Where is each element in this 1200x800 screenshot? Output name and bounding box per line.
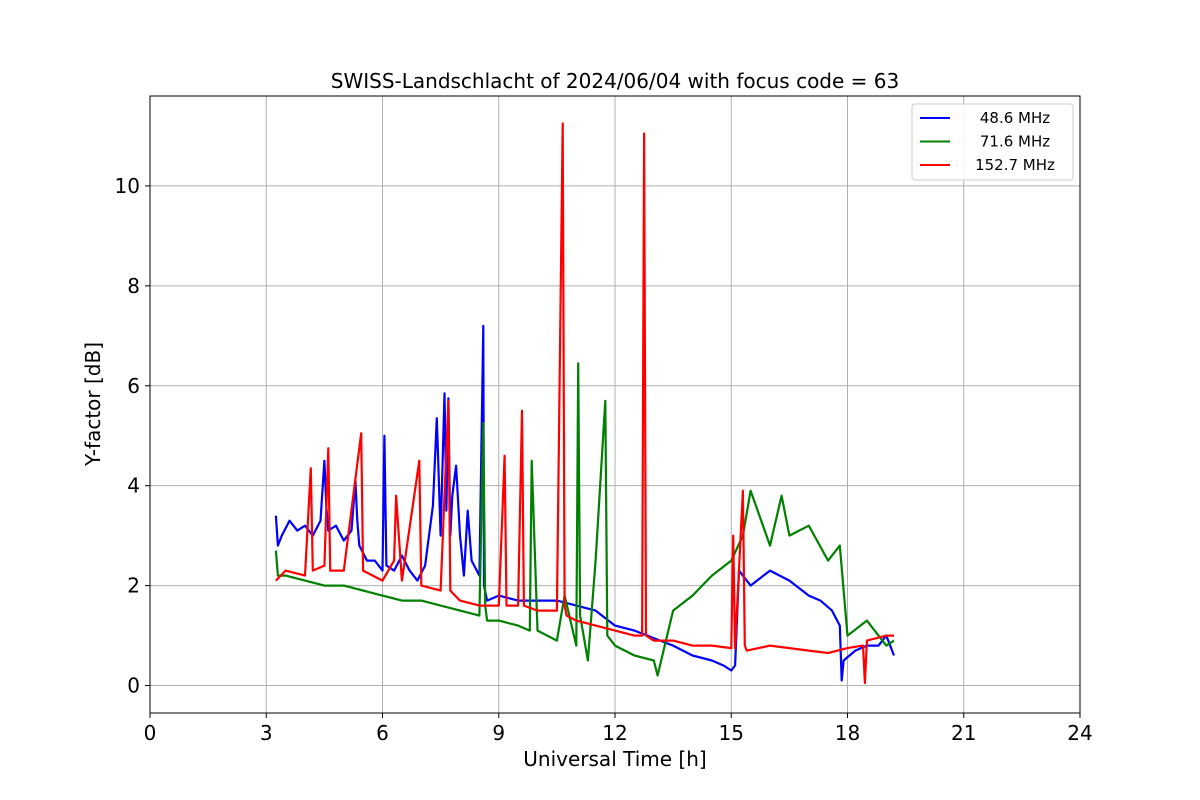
y-tick-label: 2 [127, 574, 140, 598]
chart-title: SWISS-Landschlacht of 2024/06/04 with fo… [331, 69, 899, 93]
legend-label: 48.6 MHz [980, 109, 1050, 127]
series-group [274, 122, 896, 685]
series-line-1 [274, 324, 896, 682]
y-axis-label: Y-factor [dB] [81, 342, 105, 467]
y-tick-label: 6 [127, 374, 140, 398]
legend-label: 71.6 MHz [980, 133, 1050, 151]
series-line-3 [275, 122, 894, 685]
legend: 48.6 MHz 71.6 MHz 152.7 MHz [911, 103, 1074, 181]
x-tick-label: 6 [376, 721, 389, 745]
x-tick-label: 21 [951, 721, 976, 745]
x-tick-label: 12 [602, 721, 627, 745]
legend-box [911, 103, 1074, 181]
legend-label: 152.7 MHz [975, 156, 1055, 174]
y-tick-label: 0 [127, 674, 140, 698]
x-axis-label: Universal Time [h] [523, 747, 706, 771]
x-tick-label: 18 [835, 721, 860, 745]
y-axis-ticks: 0 2 4 6 8 10 [115, 174, 150, 698]
x-tick-label: 3 [260, 721, 273, 745]
x-tick-label: 9 [492, 721, 505, 745]
x-axis-ticks: 0 3 6 9 12 15 18 21 24 [144, 713, 1093, 745]
y-tick-label: 8 [127, 274, 140, 298]
series-line-2 [274, 362, 895, 677]
x-tick-label: 0 [144, 721, 157, 745]
plot-area [274, 122, 896, 685]
y-tick-label: 4 [127, 474, 140, 498]
y-tick-label: 10 [115, 174, 140, 198]
x-tick-label: 15 [719, 721, 744, 745]
x-tick-label: 24 [1067, 721, 1092, 745]
